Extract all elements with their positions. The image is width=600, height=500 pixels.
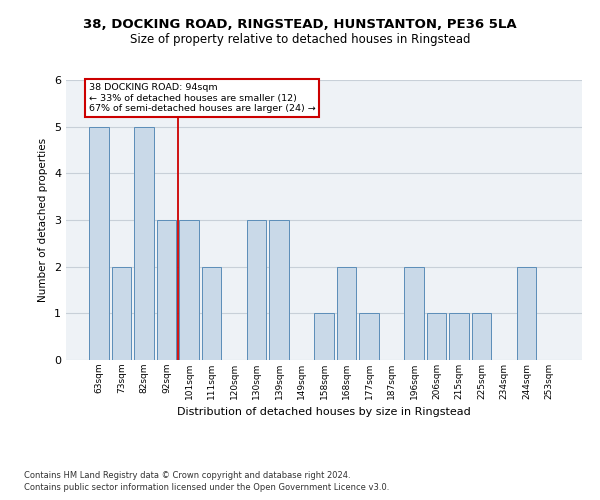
Bar bbox=[157, 220, 176, 360]
Bar bbox=[179, 220, 199, 360]
Bar bbox=[202, 266, 221, 360]
Bar bbox=[427, 314, 446, 360]
Y-axis label: Number of detached properties: Number of detached properties bbox=[38, 138, 49, 302]
Text: 38, DOCKING ROAD, RINGSTEAD, HUNSTANTON, PE36 5LA: 38, DOCKING ROAD, RINGSTEAD, HUNSTANTON,… bbox=[83, 18, 517, 30]
Bar bbox=[404, 266, 424, 360]
X-axis label: Distribution of detached houses by size in Ringstead: Distribution of detached houses by size … bbox=[177, 408, 471, 418]
Bar bbox=[134, 126, 154, 360]
Bar bbox=[359, 314, 379, 360]
Bar bbox=[449, 314, 469, 360]
Bar bbox=[314, 314, 334, 360]
Text: 38 DOCKING ROAD: 94sqm
← 33% of detached houses are smaller (12)
67% of semi-det: 38 DOCKING ROAD: 94sqm ← 33% of detached… bbox=[89, 84, 316, 113]
Bar bbox=[89, 126, 109, 360]
Bar bbox=[247, 220, 266, 360]
Bar bbox=[337, 266, 356, 360]
Text: Contains public sector information licensed under the Open Government Licence v3: Contains public sector information licen… bbox=[24, 483, 389, 492]
Bar bbox=[269, 220, 289, 360]
Bar bbox=[112, 266, 131, 360]
Text: Size of property relative to detached houses in Ringstead: Size of property relative to detached ho… bbox=[130, 32, 470, 46]
Bar bbox=[472, 314, 491, 360]
Bar bbox=[517, 266, 536, 360]
Text: Contains HM Land Registry data © Crown copyright and database right 2024.: Contains HM Land Registry data © Crown c… bbox=[24, 470, 350, 480]
